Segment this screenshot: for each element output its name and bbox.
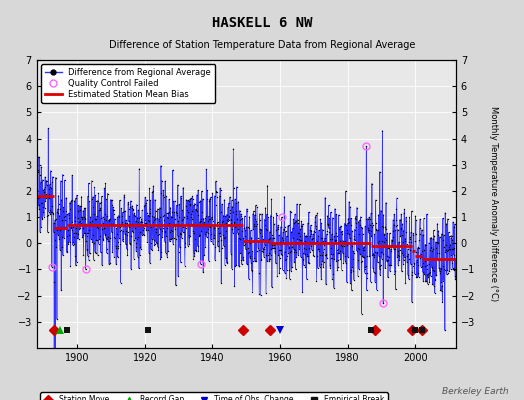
- Y-axis label: Monthly Temperature Anomaly Difference (°C): Monthly Temperature Anomaly Difference (…: [489, 106, 498, 302]
- Text: Difference of Station Temperature Data from Regional Average: Difference of Station Temperature Data f…: [109, 40, 415, 50]
- Legend: Station Move, Record Gap, Time of Obs. Change, Empirical Break: Station Move, Record Gap, Time of Obs. C…: [40, 392, 388, 400]
- Text: HASKELL 6 NW: HASKELL 6 NW: [212, 16, 312, 30]
- Text: Berkeley Earth: Berkeley Earth: [442, 387, 508, 396]
